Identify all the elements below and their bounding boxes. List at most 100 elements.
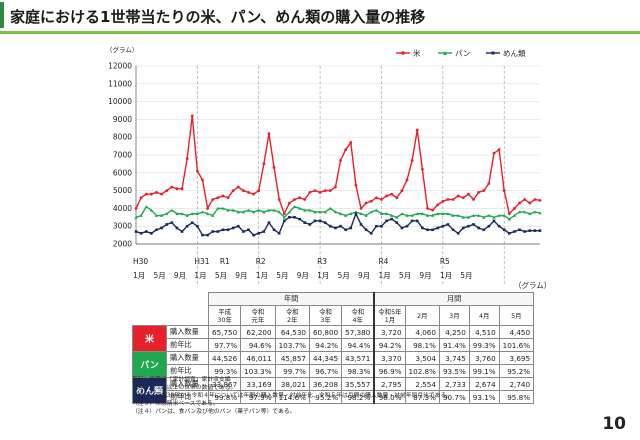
x-year-label: R1 — [220, 257, 230, 266]
y-tick-label: 12000 — [108, 62, 132, 71]
column-header-line: 令和 — [285, 307, 299, 316]
column-header: 令和5年 1月 — [373, 305, 406, 326]
rice-point — [221, 194, 225, 198]
qty-cell: 2,740 — [498, 377, 535, 391]
column-header-line: 元年 — [251, 315, 265, 324]
bread-point — [456, 213, 460, 217]
qty-cell: 2,674 — [468, 377, 500, 391]
bread-point — [538, 211, 542, 215]
noodle-point — [349, 226, 353, 230]
x-month-label: 1月 — [440, 271, 452, 280]
column-header: 令和 3年 — [308, 305, 343, 326]
bread-point — [436, 212, 440, 216]
x-month-label: 9月 — [235, 271, 247, 280]
bread-point — [487, 213, 491, 217]
bread-point — [451, 213, 455, 217]
rice-point — [502, 189, 506, 193]
bread-point — [502, 213, 506, 217]
bread-point — [226, 208, 230, 212]
noodle-point — [318, 219, 322, 223]
rice-point — [190, 114, 194, 118]
y-tick-label: 11000 — [108, 79, 132, 88]
bread-point — [466, 215, 471, 219]
rice-point — [415, 128, 419, 132]
noodle-point — [421, 226, 424, 230]
y-tick-label: 2000 — [113, 240, 132, 249]
note-line: （注１）二人以上の世帯の数値である。 — [132, 385, 237, 391]
column-header-line: 30年 — [217, 315, 232, 324]
table-unit: （グラム） — [514, 281, 552, 290]
qty-cell: 3,504 — [404, 351, 440, 365]
bread-point — [308, 208, 312, 212]
rice-point — [467, 192, 470, 196]
noodle-point — [216, 230, 220, 233]
x-month-label: 1月 — [194, 271, 206, 280]
category-label: 米 — [131, 325, 168, 352]
noodle-point — [538, 229, 542, 232]
x-month-label: 5月 — [215, 271, 227, 280]
rice-point — [533, 198, 537, 201]
bread-point — [170, 208, 174, 212]
legend-label: パン — [455, 49, 470, 58]
ratio-cell: 94.6% — [240, 338, 276, 352]
bread-point — [369, 210, 373, 214]
noodle-point — [252, 233, 255, 237]
bread-point — [359, 212, 363, 216]
rice-point — [165, 189, 169, 193]
bread-point — [277, 210, 281, 214]
bread-point — [241, 210, 245, 214]
legend-label: めん類 — [503, 48, 526, 58]
qty-cell: 4,250 — [438, 325, 470, 339]
bread-point — [507, 217, 511, 221]
bread-point — [512, 213, 517, 217]
rice-point — [247, 190, 250, 194]
column-header-line: 5月 — [511, 311, 522, 320]
bread-point — [246, 208, 251, 212]
noodle-point — [456, 232, 460, 235]
noodle-point — [323, 221, 327, 224]
rice-point — [400, 189, 404, 193]
noodle-point — [190, 221, 194, 224]
noodle-point — [380, 224, 383, 228]
column-header-line: 平成 — [218, 307, 231, 316]
noodle-point — [303, 221, 307, 224]
column-header-line: 3月 — [449, 311, 460, 320]
qty-cell: 3,720 — [373, 325, 406, 339]
bread-point — [267, 208, 271, 212]
rice-point — [477, 190, 481, 194]
bread-point — [364, 213, 368, 217]
note-line: 資料：総務省「家計調査」家計収支編 — [132, 377, 231, 383]
rice-point — [497, 148, 501, 152]
ratio-cell: 96.7% — [308, 364, 343, 378]
bread-point — [400, 212, 404, 216]
bread-point — [221, 206, 225, 210]
noodle-point — [308, 223, 312, 226]
ratio-cell: 94.2% — [373, 338, 406, 352]
row-label: 前年比 — [166, 390, 210, 404]
rice-point — [149, 192, 153, 196]
column-header-line: 3年 — [320, 315, 331, 324]
rice-point — [482, 189, 486, 193]
bread-point — [303, 208, 307, 212]
bread-point — [144, 205, 148, 209]
bread-point — [180, 212, 184, 216]
rice-point — [507, 212, 511, 216]
noodle-point — [201, 233, 204, 237]
column-header: 2月 — [404, 305, 440, 326]
column-header: 3月 — [438, 305, 470, 326]
rice-point — [523, 198, 527, 201]
rice-point — [518, 201, 521, 205]
bread-point — [282, 215, 286, 219]
bread-point — [497, 213, 501, 217]
x-month-label: 1月 — [256, 271, 268, 280]
rice-point — [374, 196, 378, 200]
bread-point — [185, 213, 189, 217]
bread-point — [272, 208, 276, 212]
noodle-point — [165, 223, 168, 226]
row-label: 購入数量 — [166, 325, 210, 339]
noodle-point — [211, 230, 215, 233]
bread-point — [349, 212, 353, 216]
x-month-label: 5月 — [460, 271, 472, 280]
legend-marker — [443, 51, 447, 55]
bread-point — [134, 215, 138, 219]
